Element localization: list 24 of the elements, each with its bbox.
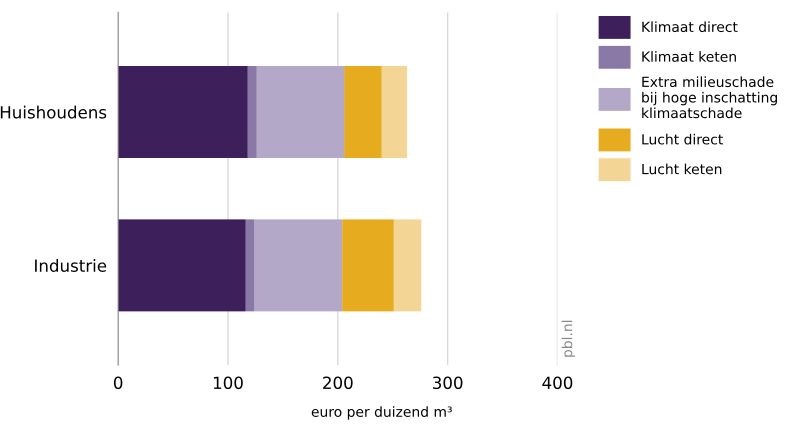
bar — [256, 66, 344, 158]
x-tick-label: 300 — [433, 376, 462, 390]
text: pbl.nl — [562, 320, 576, 357]
bar — [342, 219, 394, 312]
legend-label: Extra milieuschade bij hoge inschatting klimaatschade — [642, 76, 777, 118]
bar — [118, 219, 246, 312]
x-tick-label: 100 — [214, 376, 243, 390]
bar — [248, 66, 257, 158]
x-tick-label: 200 — [323, 376, 353, 390]
bar — [118, 66, 248, 158]
bar — [382, 66, 408, 158]
bar — [246, 219, 254, 312]
legend-label: Lucht direct — [642, 134, 723, 145]
bar — [394, 219, 422, 312]
y-tick-label: Huishoudens — [0, 106, 106, 119]
legend-label: Lucht keten — [642, 164, 722, 174]
x-tick-label: 0 — [114, 376, 122, 390]
bar — [254, 219, 342, 312]
legend-label: Klimaat direct — [642, 21, 738, 32]
bar — [344, 66, 382, 158]
x-axis-title: euro per duizend m³ — [312, 406, 452, 420]
legend-label: Klimaat keten — [642, 51, 736, 62]
x-tick-label: 400 — [542, 376, 572, 390]
y-tick-label: Industrie — [35, 259, 106, 272]
